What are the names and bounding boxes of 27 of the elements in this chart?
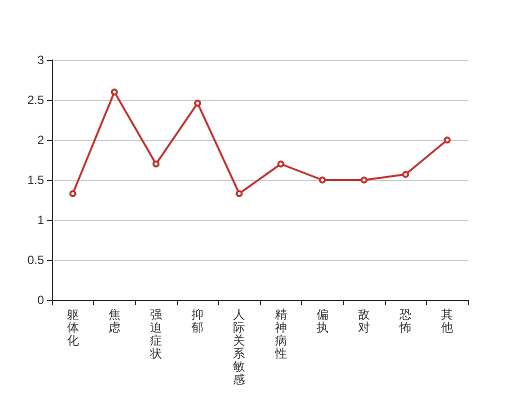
y-tick-label: 2 [37, 133, 44, 147]
point [444, 136, 451, 144]
x-tick-label: 偏执 [316, 308, 328, 334]
y-tick-label: 3 [37, 53, 44, 67]
x-tick-label: 其他 [441, 308, 454, 334]
y-tick-label: 0 [37, 293, 44, 307]
x-tick-label: 抑郁 [192, 308, 204, 334]
point [277, 160, 284, 168]
x-tick-label: 精神病性 [274, 308, 287, 360]
x-tick-label: 敌对 [358, 308, 370, 334]
x-tick-label: 恐怖 [398, 308, 412, 334]
x-tick-label: 躯体化 [66, 308, 79, 348]
point [236, 190, 243, 198]
point [402, 170, 410, 178]
x-tick-label: 人际关系敏感 [233, 308, 246, 386]
point [360, 176, 368, 184]
point [152, 160, 160, 168]
point [318, 176, 326, 184]
point [110, 88, 118, 96]
y-tick-label: 0.5 [27, 253, 44, 267]
x-tick-label: 焦虑 [108, 308, 120, 334]
point [194, 100, 202, 107]
y-tick-label: 1 [37, 213, 44, 227]
x-tick-label: 强迫症状 [149, 308, 162, 360]
point [69, 190, 76, 198]
y-tick-label: 2.5 [27, 93, 44, 107]
y-tick-label: 1.5 [27, 173, 44, 187]
